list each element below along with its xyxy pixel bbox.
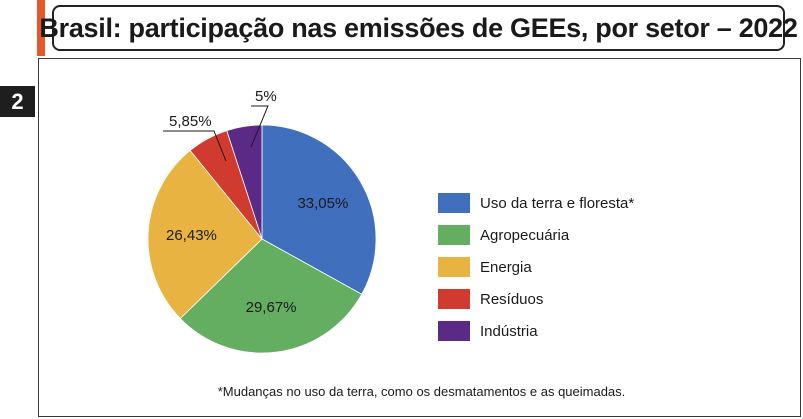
legend-swatch	[438, 289, 470, 309]
legend-label: Agropecuária	[480, 226, 570, 244]
slice-label-residuos: 5,85%	[169, 113, 212, 130]
legend-label: Uso da terra e floresta*	[480, 194, 635, 212]
legend-item-agropecuaria: Agropecuária	[438, 219, 688, 251]
title-accent-bar	[37, 0, 45, 56]
legend-swatch	[438, 193, 470, 213]
legend-item-uso-da-terra: Uso da terra e floresta*	[438, 187, 688, 219]
legend-label: Indústria	[480, 322, 538, 340]
title-box: Brasil: participação nas emissões de GEE…	[39, 5, 798, 51]
legend-item-energia: Energia	[438, 251, 688, 283]
legend-item-industria: Indústria	[438, 315, 688, 347]
legend-swatch	[438, 225, 470, 245]
footnote: *Mudanças no uso da terra, como os desma…	[217, 384, 626, 399]
chart-title: Brasil: participação nas emissões de GEE…	[39, 12, 798, 43]
slice-label-energia: 26,43%	[166, 227, 217, 244]
legend-label: Energia	[480, 258, 532, 276]
callout-line-residuos	[163, 130, 227, 162]
slice-label-industria: 5%	[255, 88, 277, 105]
pie-slice-energia	[147, 149, 263, 320]
legend-swatch	[438, 257, 470, 277]
callout-line-industria	[250, 105, 269, 148]
pie-slice-uso-da-terra	[261, 124, 377, 295]
pie-slice-agropecuaria	[179, 238, 363, 354]
legend-label: Resíduos	[480, 290, 544, 308]
figure-number-badge: 2	[0, 86, 35, 117]
slice-label-agropecuaria: 29,67%	[246, 299, 297, 316]
legend-item-residuos: Resíduos	[438, 283, 688, 315]
pie-slice-industria	[226, 124, 263, 240]
slice-label-uso-da-terra: 33,05%	[297, 195, 348, 212]
legend-swatch	[438, 321, 470, 341]
chart-legend: Uso da terra e floresta* Agropecuária En…	[438, 187, 688, 347]
